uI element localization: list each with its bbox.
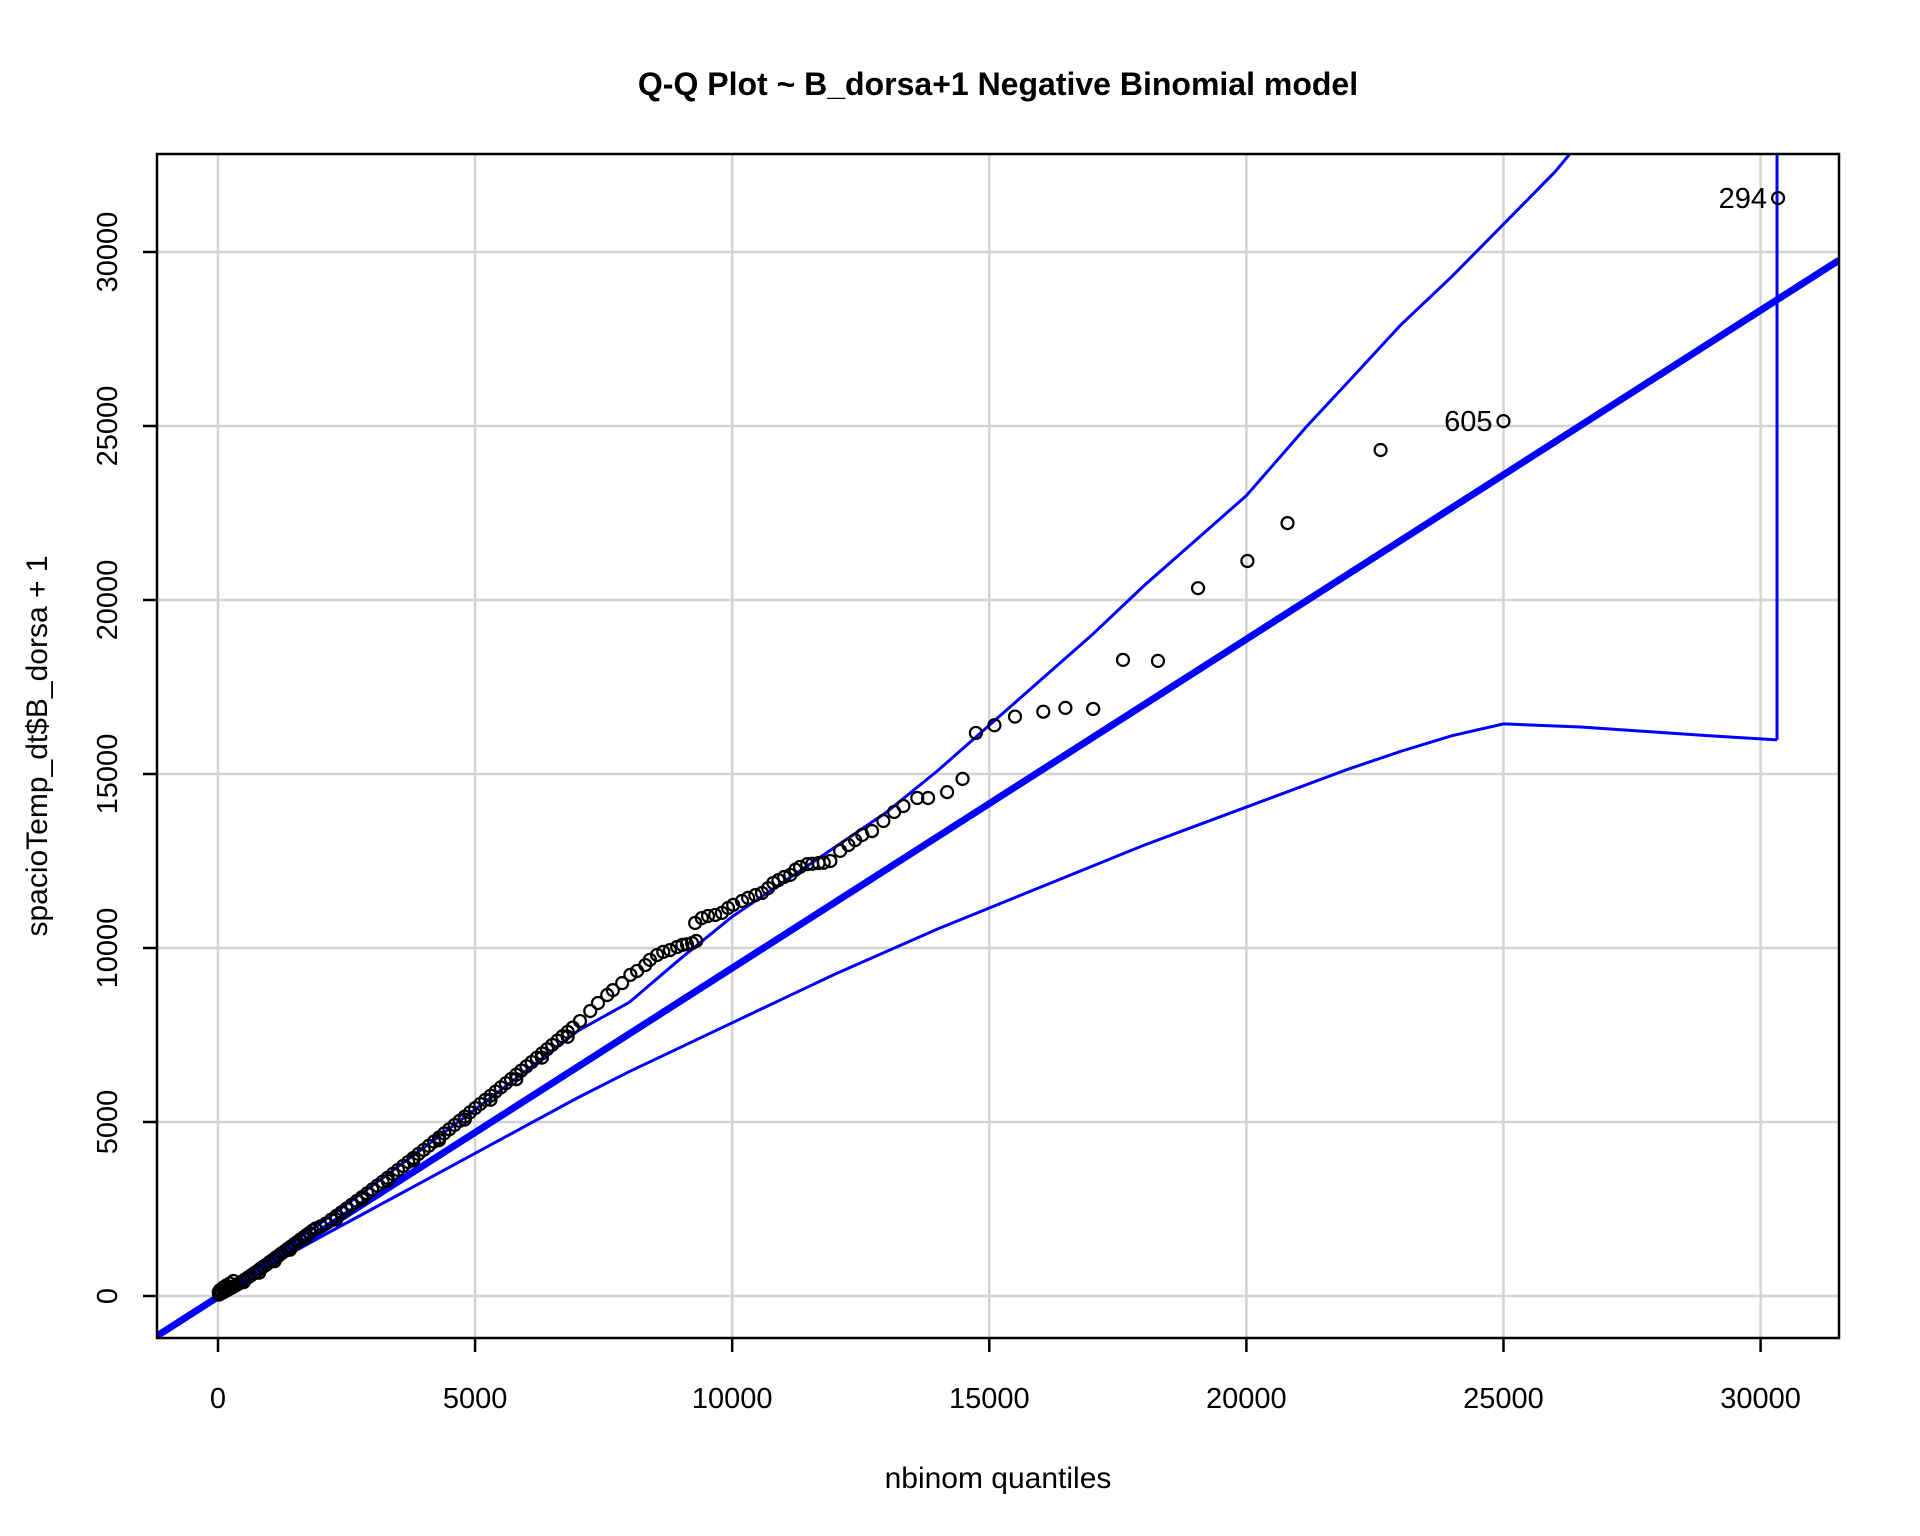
data-point — [583, 1003, 598, 1019]
data-point — [615, 976, 630, 991]
data-point — [605, 983, 620, 998]
data-point — [1007, 709, 1023, 724]
data-point — [1036, 704, 1051, 719]
outlier-point — [1496, 414, 1511, 429]
data-point — [1373, 442, 1388, 458]
x-tick-label: 30000 — [1720, 1383, 1801, 1415]
data-point — [876, 813, 891, 829]
x-tick-label: 5000 — [443, 1383, 508, 1415]
scatter-points-layer — [211, 442, 1388, 1302]
data-point — [252, 1265, 267, 1280]
data-point — [662, 942, 678, 958]
lower-envelope-line — [158, 722, 1778, 1338]
outlier-point-label: 294 — [1719, 183, 1767, 215]
outlier-point-label: 605 — [1444, 406, 1492, 438]
data-point — [864, 823, 880, 839]
data-point — [1240, 553, 1255, 569]
data-point — [1280, 515, 1295, 531]
data-point — [694, 910, 709, 926]
gridlines-layer — [157, 154, 1839, 1338]
data-point — [987, 718, 1002, 733]
reference-line-layer — [157, 257, 1839, 1338]
data-point — [726, 897, 741, 912]
data-point — [572, 1013, 588, 1029]
x-tick-label: 15000 — [949, 1383, 1030, 1415]
data-point — [282, 1242, 298, 1257]
data-point — [823, 853, 838, 869]
data-point — [910, 790, 925, 806]
y-axis-layer: 0 5000 10000 15000 20000 25000 30000 — [92, 212, 157, 1304]
y-tick-label: 15000 — [92, 734, 124, 815]
data-point — [920, 790, 936, 806]
x-axis-title: nbinom quantiles — [885, 1462, 1112, 1495]
data-point — [406, 1153, 421, 1168]
y-tick-label: 0 — [92, 1288, 124, 1304]
data-point — [298, 1231, 313, 1246]
y-tick-label: 30000 — [92, 212, 124, 293]
data-point — [1150, 653, 1166, 668]
chart-title: Q-Q Plot ~ B_dorsa+1 Negative Binomial m… — [638, 66, 1358, 102]
outlier-point — [1770, 190, 1786, 206]
data-point — [955, 771, 970, 786]
data-point — [226, 1273, 241, 1289]
data-point — [689, 933, 704, 949]
data-point — [700, 908, 716, 924]
y-tick-label: 5000 — [92, 1090, 124, 1155]
y-tick-label: 20000 — [92, 560, 124, 641]
data-point — [777, 869, 792, 885]
data-point — [968, 725, 984, 741]
y-tick-label: 10000 — [92, 908, 124, 989]
data-point — [590, 995, 606, 1011]
data-point — [940, 784, 955, 800]
data-point — [1086, 701, 1101, 717]
data-point — [457, 1112, 472, 1127]
data-point — [741, 890, 756, 905]
x-axis-layer: 0 5000 10000 15000 20000 25000 30000 — [210, 1338, 1801, 1415]
data-point — [380, 1173, 395, 1188]
y-tick-label: 25000 — [92, 386, 124, 467]
data-point — [329, 1212, 344, 1227]
y-axis-title: spacioTemp_dt$B_dorsa + 1 — [21, 555, 54, 936]
x-tick-label: 20000 — [1206, 1383, 1287, 1415]
data-point — [1115, 652, 1131, 667]
x-tick-label: 25000 — [1463, 1383, 1544, 1415]
x-tick-label: 10000 — [692, 1383, 773, 1415]
data-point — [236, 1274, 251, 1290]
data-point — [354, 1192, 370, 1207]
data-point — [1190, 581, 1206, 596]
data-point — [267, 1254, 282, 1269]
x-tick-label: 0 — [210, 1383, 226, 1415]
data-point — [679, 937, 695, 952]
data-point — [211, 1285, 226, 1300]
reference-line — [157, 257, 1839, 1338]
outlier-labels-layer: 605 294 — [1444, 183, 1786, 438]
data-point — [896, 798, 911, 814]
data-point — [816, 855, 831, 870]
data-point — [656, 944, 671, 959]
data-point — [748, 888, 763, 903]
plot-frame-layer — [155, 152, 1841, 1340]
data-point — [1058, 700, 1073, 715]
plot-frame — [155, 152, 1841, 1340]
data-point — [708, 907, 723, 923]
data-point — [431, 1132, 447, 1148]
